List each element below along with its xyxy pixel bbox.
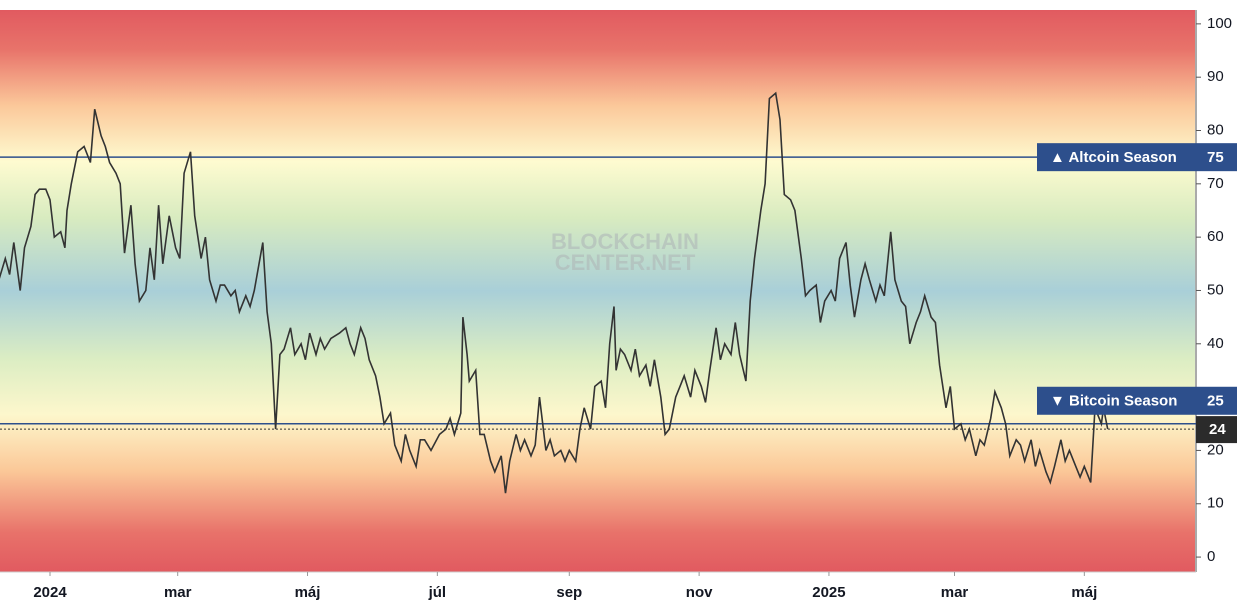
reference-value: 75 (1207, 149, 1224, 166)
x-tick-label: máj (295, 584, 321, 601)
x-tick-label: 2024 (33, 584, 67, 601)
last-value-box (1196, 416, 1237, 444)
y-tick-label: 50 (1207, 281, 1224, 298)
y-tick-label: 80 (1207, 121, 1224, 138)
x-tick-label: máj (1071, 584, 1097, 601)
reference-value: 25 (1207, 393, 1224, 410)
plot-background (0, 10, 1195, 572)
reference-box (1037, 386, 1237, 415)
data-line (0, 91, 1109, 494)
reference-label: ▲ Altcoin Season (1050, 149, 1177, 166)
y-tick-label: 70 (1207, 175, 1224, 192)
y-tick-label: 100 (1207, 15, 1232, 32)
x-tick-label: sep (556, 584, 582, 601)
y-tick-label: 90 (1207, 68, 1224, 85)
x-tick-label: júl (428, 584, 447, 601)
watermark: BLOCKCHAIN (551, 229, 699, 254)
x-tick-label: 2025 (812, 584, 845, 601)
y-tick-label: 10 (1207, 495, 1224, 512)
watermark: CENTER.NET (555, 250, 696, 275)
x-tick-label: nov (686, 584, 713, 601)
x-tick-label: mar (941, 584, 969, 601)
reference-label: ▼ Bitcoin Season (1050, 393, 1177, 410)
y-tick-label: 60 (1207, 228, 1224, 245)
y-tick-label: 0 (1207, 548, 1215, 565)
reference-box (1037, 143, 1237, 172)
y-tick-label: 20 (1207, 441, 1224, 458)
last-value-label: 24 (1209, 421, 1226, 438)
x-tick-label: mar (164, 584, 192, 601)
y-tick-label: 40 (1207, 335, 1224, 352)
